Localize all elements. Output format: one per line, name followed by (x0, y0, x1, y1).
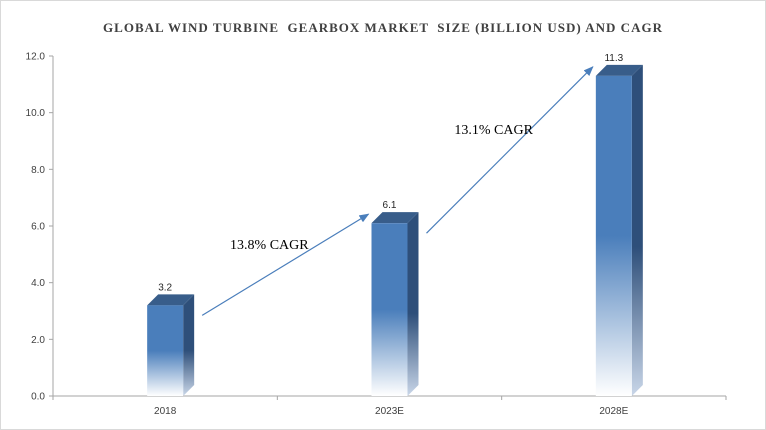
bar-top-2028E (595, 64, 643, 76)
cagr-arrow (426, 66, 594, 234)
data-label: 11.3 (604, 53, 623, 64)
cagr-label: 13.1% CAGR (454, 123, 533, 138)
bar-2028E (595, 75, 632, 396)
chart-title: GLOBAL WIND TURBINE GEARBOX MARKET SIZE … (103, 20, 663, 35)
bar-side-2023E (407, 212, 419, 396)
y-tick-label: 2.0 (31, 335, 45, 346)
y-tick-label: 12.0 (26, 52, 46, 63)
y-tick-label: 10.0 (26, 108, 46, 119)
y-tick-label: 6.0 (31, 222, 45, 233)
x-tick-label: 2023E (375, 406, 404, 417)
cagr-label: 13.8% CAGR (230, 238, 309, 253)
bar-2023E (371, 223, 408, 396)
bar-top-2023E (371, 212, 419, 224)
data-label: 3.2 (158, 282, 172, 293)
bar-2018 (147, 305, 184, 396)
x-tick-label: 2018 (154, 406, 177, 417)
bar-side-2018 (183, 294, 195, 396)
bar-top-2018 (147, 294, 195, 306)
data-label: 6.1 (383, 200, 397, 211)
y-tick-label: 0.0 (31, 392, 45, 403)
y-tick-label: 4.0 (31, 278, 45, 289)
x-tick-label: 2028E (599, 406, 628, 417)
y-tick-label: 8.0 (31, 165, 45, 176)
cagr-arrow (201, 213, 370, 316)
bar-side-2028E (631, 64, 643, 396)
